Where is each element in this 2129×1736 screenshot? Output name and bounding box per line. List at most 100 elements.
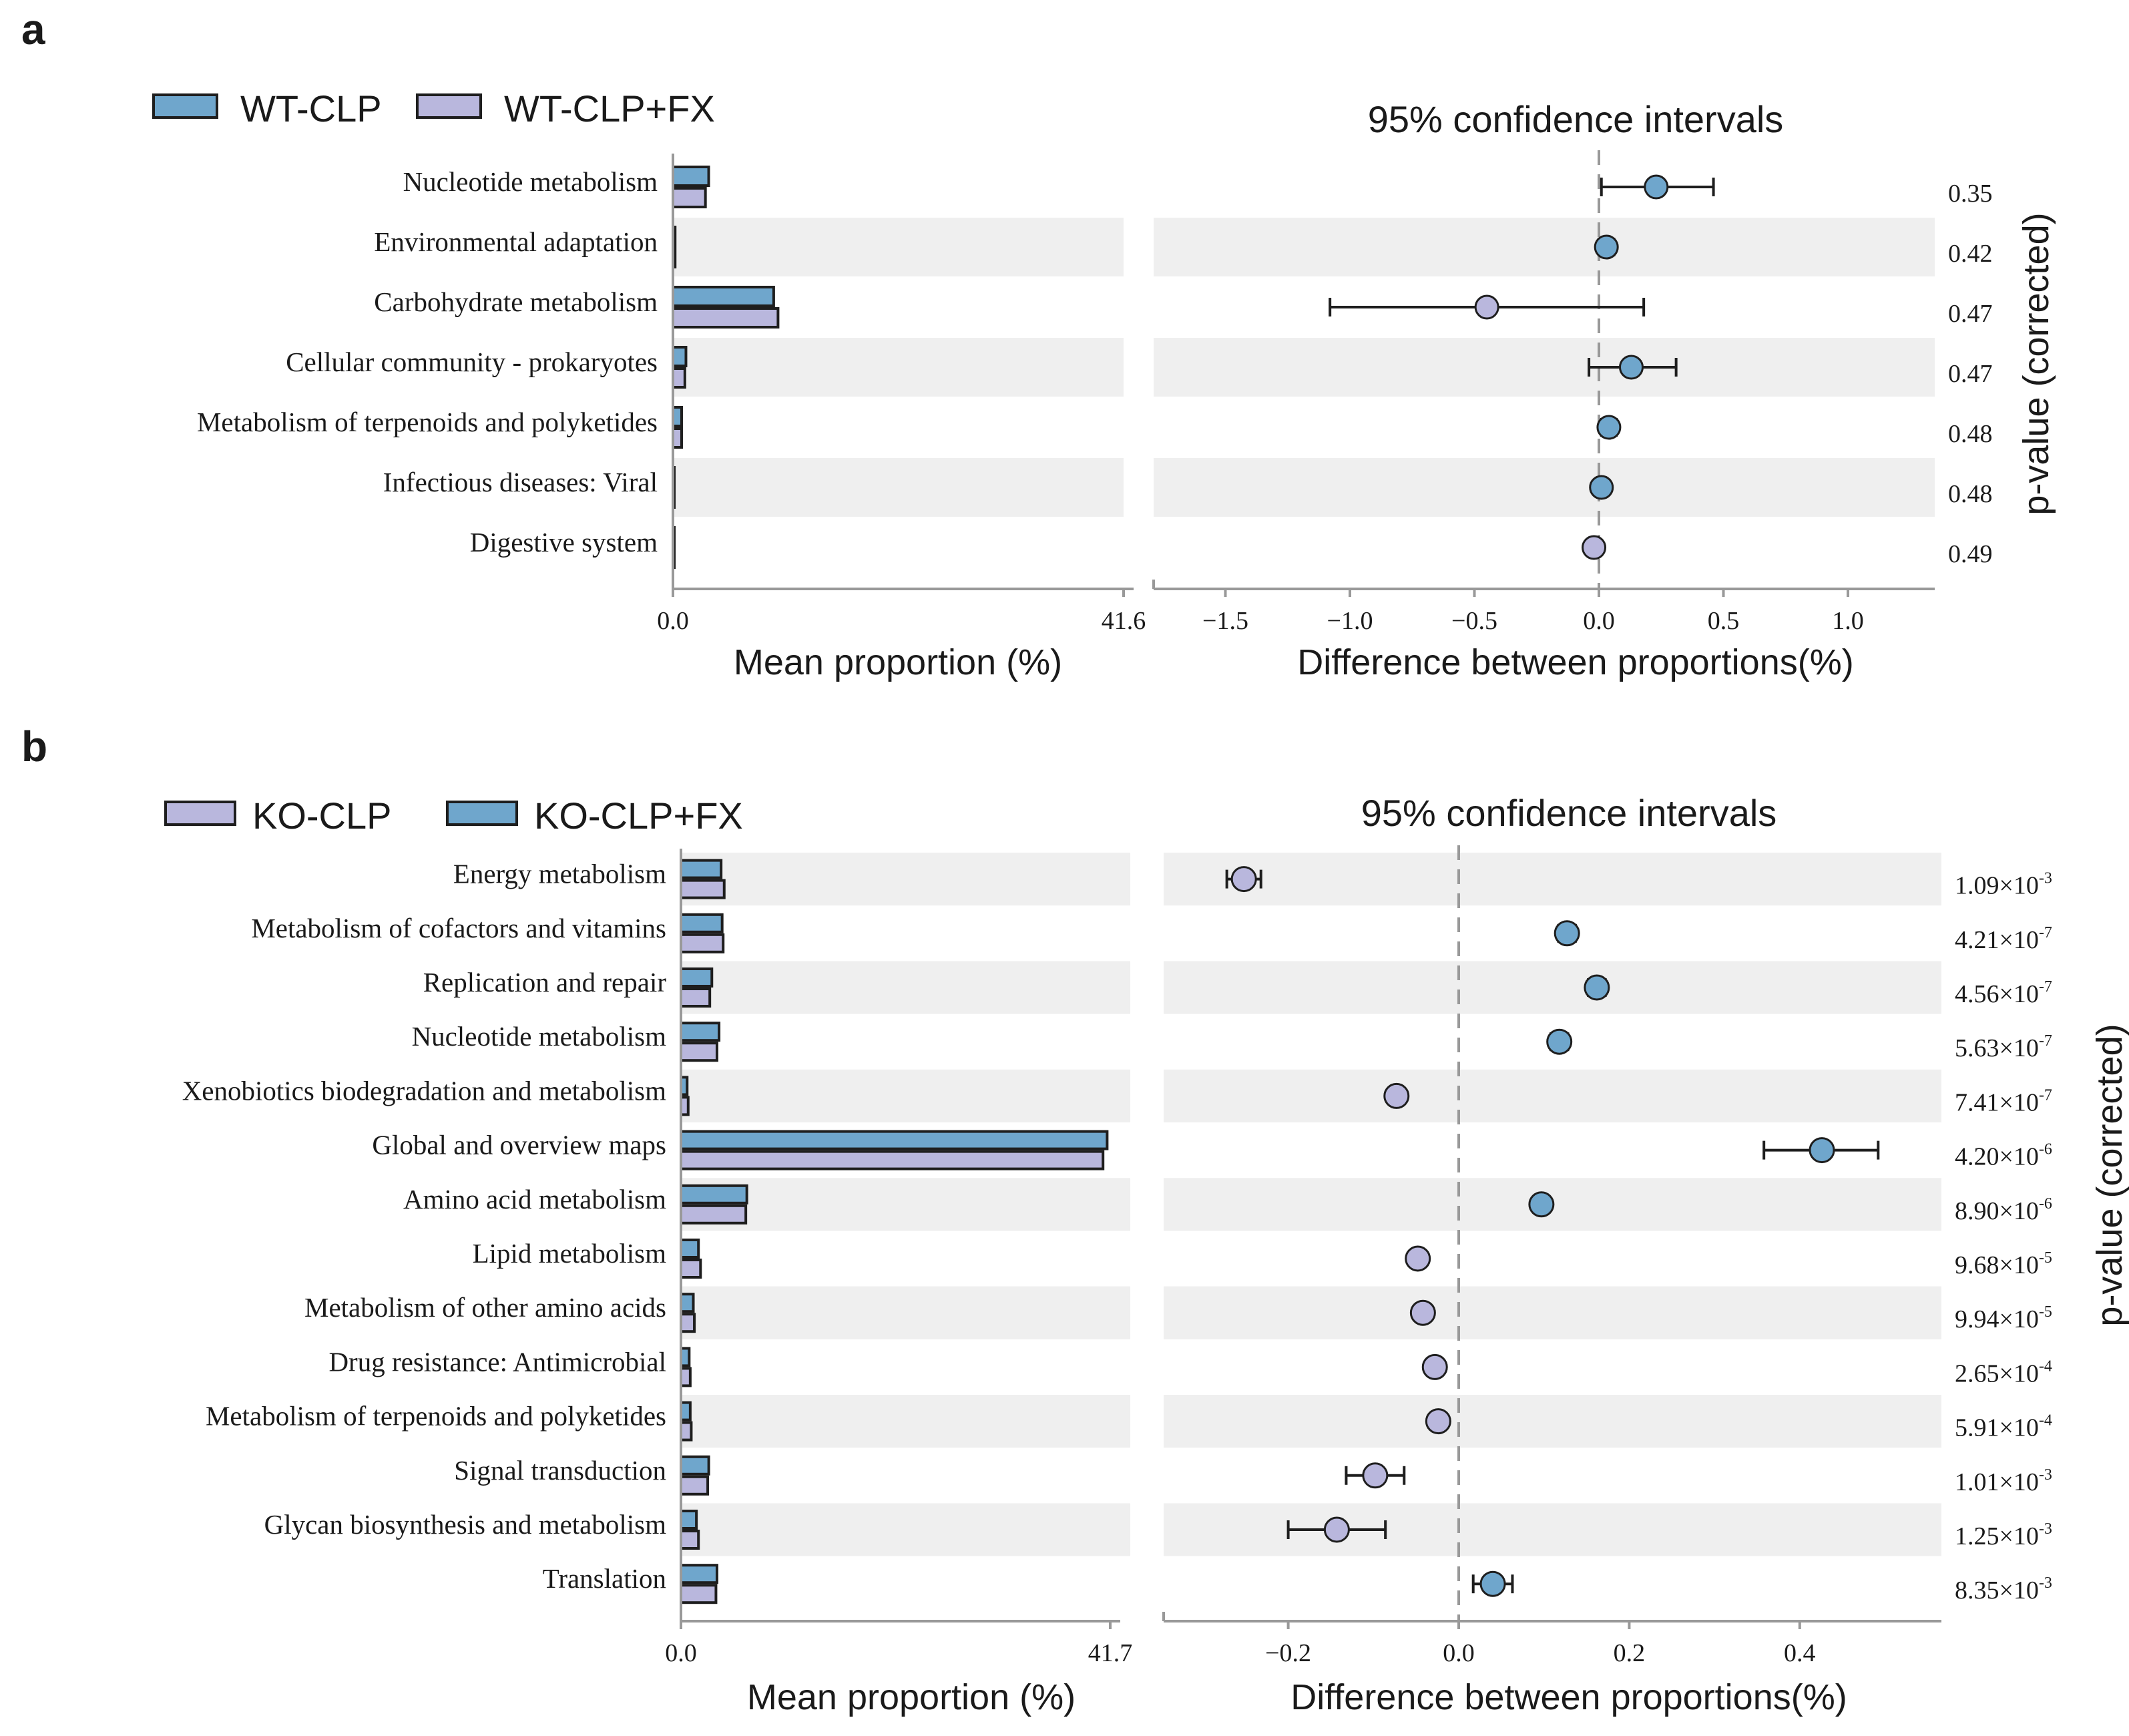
p-value: 1.09×10-3	[1955, 870, 2052, 900]
category-label: Amino acid metabolism	[403, 1184, 666, 1215]
difference-point	[1809, 1137, 1835, 1164]
mean-bar	[680, 1584, 718, 1604]
row-band-diff	[1154, 338, 1935, 397]
bar-axis-title: Mean proportion (%)	[734, 642, 1062, 682]
mean-bar	[672, 307, 780, 329]
p-value-exponent: -6	[2039, 1195, 2052, 1213]
mean-bar	[680, 967, 714, 988]
mean-bar	[672, 166, 710, 187]
legend-label: WT-CLP	[240, 87, 382, 130]
bar-axis-tick-label: 41.6	[1102, 607, 1146, 635]
category-label: Nucleotide metabolism	[403, 166, 658, 197]
mean-bar	[680, 1367, 692, 1387]
p-value: 9.94×10-5	[1955, 1303, 2052, 1333]
p-value: 8.35×10-3	[1955, 1574, 2052, 1604]
p-value: 0.49	[1948, 540, 1993, 568]
p-value-mantissa: 2.65×10	[1955, 1359, 2039, 1387]
legend-label: KO-CLP	[252, 795, 392, 837]
legend-swatch	[446, 801, 518, 826]
p-value: 0.47	[1948, 360, 1993, 388]
row-band-bars	[673, 338, 1124, 397]
mean-bar	[680, 1022, 721, 1042]
p-value: 4.56×10-7	[1955, 978, 2052, 1008]
row-band-bars	[681, 961, 1130, 1014]
difference-point	[1409, 1299, 1436, 1326]
p-value: 0.35	[1948, 180, 1993, 208]
category-label: Infectious diseases: Viral	[383, 467, 658, 497]
p-value-mantissa: 1.09×10	[1955, 872, 2039, 900]
p-value-mantissa: 0.35	[1948, 180, 1993, 208]
panel-a-chart: WT-CLP WT-CLP+FX 95% confidence intervals N…	[152, 87, 2056, 682]
mean-bar	[680, 1130, 1109, 1150]
category-label: Metabolism of other amino acids	[304, 1292, 666, 1323]
p-value-axis-title: p-value (corrected)	[2090, 1024, 2129, 1326]
bar-axis-tick-label: 0.0	[657, 607, 689, 635]
p-value-mantissa: 4.21×10	[1955, 926, 2039, 954]
mean-bar	[680, 1455, 710, 1476]
row-band-diff	[1164, 1395, 1941, 1448]
p-value-mantissa: 1.25×10	[1955, 1522, 2039, 1550]
p-value-exponent: -4	[2039, 1412, 2052, 1430]
p-value-axis-title: p-value (corrected)	[2016, 212, 2056, 515]
bar-axis-tick-label: 41.7	[1088, 1639, 1133, 1667]
difference-point	[1405, 1245, 1431, 1272]
row-band-bars	[681, 853, 1130, 906]
category-label: Lipid metabolism	[473, 1238, 666, 1269]
category-label: Nucleotide metabolism	[412, 1021, 667, 1052]
mean-bar	[680, 1204, 748, 1225]
category-label: Energy metabolism	[453, 859, 666, 889]
mean-bar	[680, 1530, 700, 1550]
p-value-mantissa: 5.63×10	[1955, 1034, 2039, 1062]
p-value-exponent: -5	[2039, 1249, 2052, 1267]
category-label: Global and overview maps	[372, 1130, 666, 1160]
mean-bar	[680, 913, 724, 933]
mean-bar	[680, 1293, 695, 1313]
panel-a-label: a	[21, 5, 45, 53]
difference-point	[1479, 1570, 1506, 1597]
p-value: 1.25×10-3	[1955, 1520, 2052, 1550]
row-band-bars	[681, 1178, 1130, 1231]
p-value-mantissa: 4.56×10	[1955, 980, 2039, 1008]
mean-bar	[672, 286, 775, 307]
mean-bar	[680, 1259, 702, 1279]
p-value-mantissa: 4.20×10	[1955, 1143, 2039, 1171]
p-value: 4.21×10-7	[1955, 924, 2052, 954]
legend-label: KO-CLP+FX	[534, 795, 743, 837]
row-band-bars	[681, 1503, 1130, 1556]
row-band-bars	[673, 218, 1124, 276]
p-value: 8.90×10-6	[1955, 1195, 2052, 1225]
p-value: 1.01×10-3	[1955, 1466, 2052, 1496]
difference-point	[1584, 974, 1610, 1001]
row-band-bars	[681, 1286, 1130, 1339]
row-band-bars	[673, 458, 1124, 517]
row-band-diff	[1164, 1503, 1941, 1556]
p-value: 0.48	[1948, 420, 1993, 448]
p-value-mantissa: 1.01×10	[1955, 1468, 2039, 1496]
p-value-exponent: -7	[2039, 924, 2052, 941]
category-label: Digestive system	[470, 527, 658, 558]
mean-bar	[680, 879, 726, 899]
mean-bar	[672, 346, 688, 367]
p-value-exponent: -3	[2039, 1520, 2052, 1538]
difference-point	[1383, 1082, 1410, 1109]
bar-axis-tick-label: 0.0	[665, 1639, 697, 1667]
mean-bar	[680, 1150, 1105, 1170]
p-value: 7.41×10-7	[1955, 1086, 2052, 1116]
mean-bar	[680, 859, 723, 879]
difference-point	[1528, 1191, 1555, 1218]
p-value-exponent: -7	[2039, 1086, 2052, 1104]
legend-label: WT-CLP+FX	[504, 87, 715, 130]
p-value-mantissa: 0.47	[1948, 300, 1993, 328]
row-band-diff	[1154, 218, 1935, 276]
p-value-mantissa: 0.42	[1948, 240, 1993, 268]
difference-point	[1425, 1408, 1451, 1435]
p-value-mantissa: 0.49	[1948, 540, 1993, 568]
row-band-diff	[1164, 1286, 1941, 1339]
mean-bar	[680, 1313, 696, 1333]
category-label: Metabolism of terpenoids and polyketides	[197, 407, 658, 437]
p-value: 9.68×10-5	[1955, 1249, 2052, 1279]
mean-bar	[672, 187, 707, 208]
row-band-bars	[681, 1069, 1130, 1122]
panel-b-label: b	[21, 722, 47, 771]
difference-point	[1594, 234, 1619, 260]
